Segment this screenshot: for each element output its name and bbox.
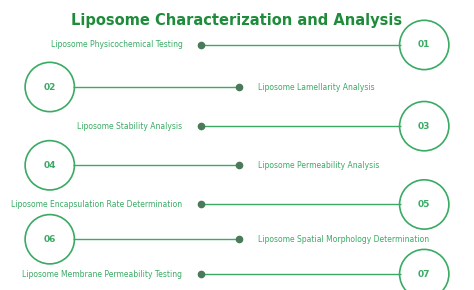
Text: 05: 05 (418, 200, 430, 209)
Text: 03: 03 (418, 122, 430, 131)
Text: 06: 06 (44, 235, 56, 244)
Text: 02: 02 (44, 82, 56, 92)
Text: 04: 04 (44, 161, 56, 170)
Text: Liposome Characterization and Analysis: Liposome Characterization and Analysis (72, 13, 402, 28)
Text: 01: 01 (418, 40, 430, 50)
Text: Liposome Physicochemical Testing: Liposome Physicochemical Testing (51, 40, 182, 50)
Text: Liposome Stability Analysis: Liposome Stability Analysis (77, 122, 182, 131)
Text: Liposome Membrane Permeability Testing: Liposome Membrane Permeability Testing (22, 269, 182, 279)
Text: Liposome Lamellarity Analysis: Liposome Lamellarity Analysis (258, 82, 375, 92)
Text: Liposome Permeability Analysis: Liposome Permeability Analysis (258, 161, 380, 170)
Text: Liposome Spatial Morphology Determination: Liposome Spatial Morphology Determinatio… (258, 235, 429, 244)
Text: Liposome Encapsulation Rate Determination: Liposome Encapsulation Rate Determinatio… (11, 200, 182, 209)
Text: 07: 07 (418, 269, 430, 279)
